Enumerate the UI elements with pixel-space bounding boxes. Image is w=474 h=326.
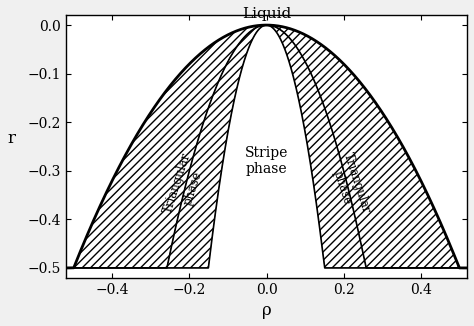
X-axis label: ρ: ρ [262,302,272,319]
Text: Stripe
phase: Stripe phase [245,146,288,176]
Text: Triangular
phase: Triangular phase [326,151,373,220]
Text: Liquid: Liquid [242,7,291,21]
Text: Triangular
phase: Triangular phase [162,151,209,220]
Y-axis label: r: r [7,129,15,146]
